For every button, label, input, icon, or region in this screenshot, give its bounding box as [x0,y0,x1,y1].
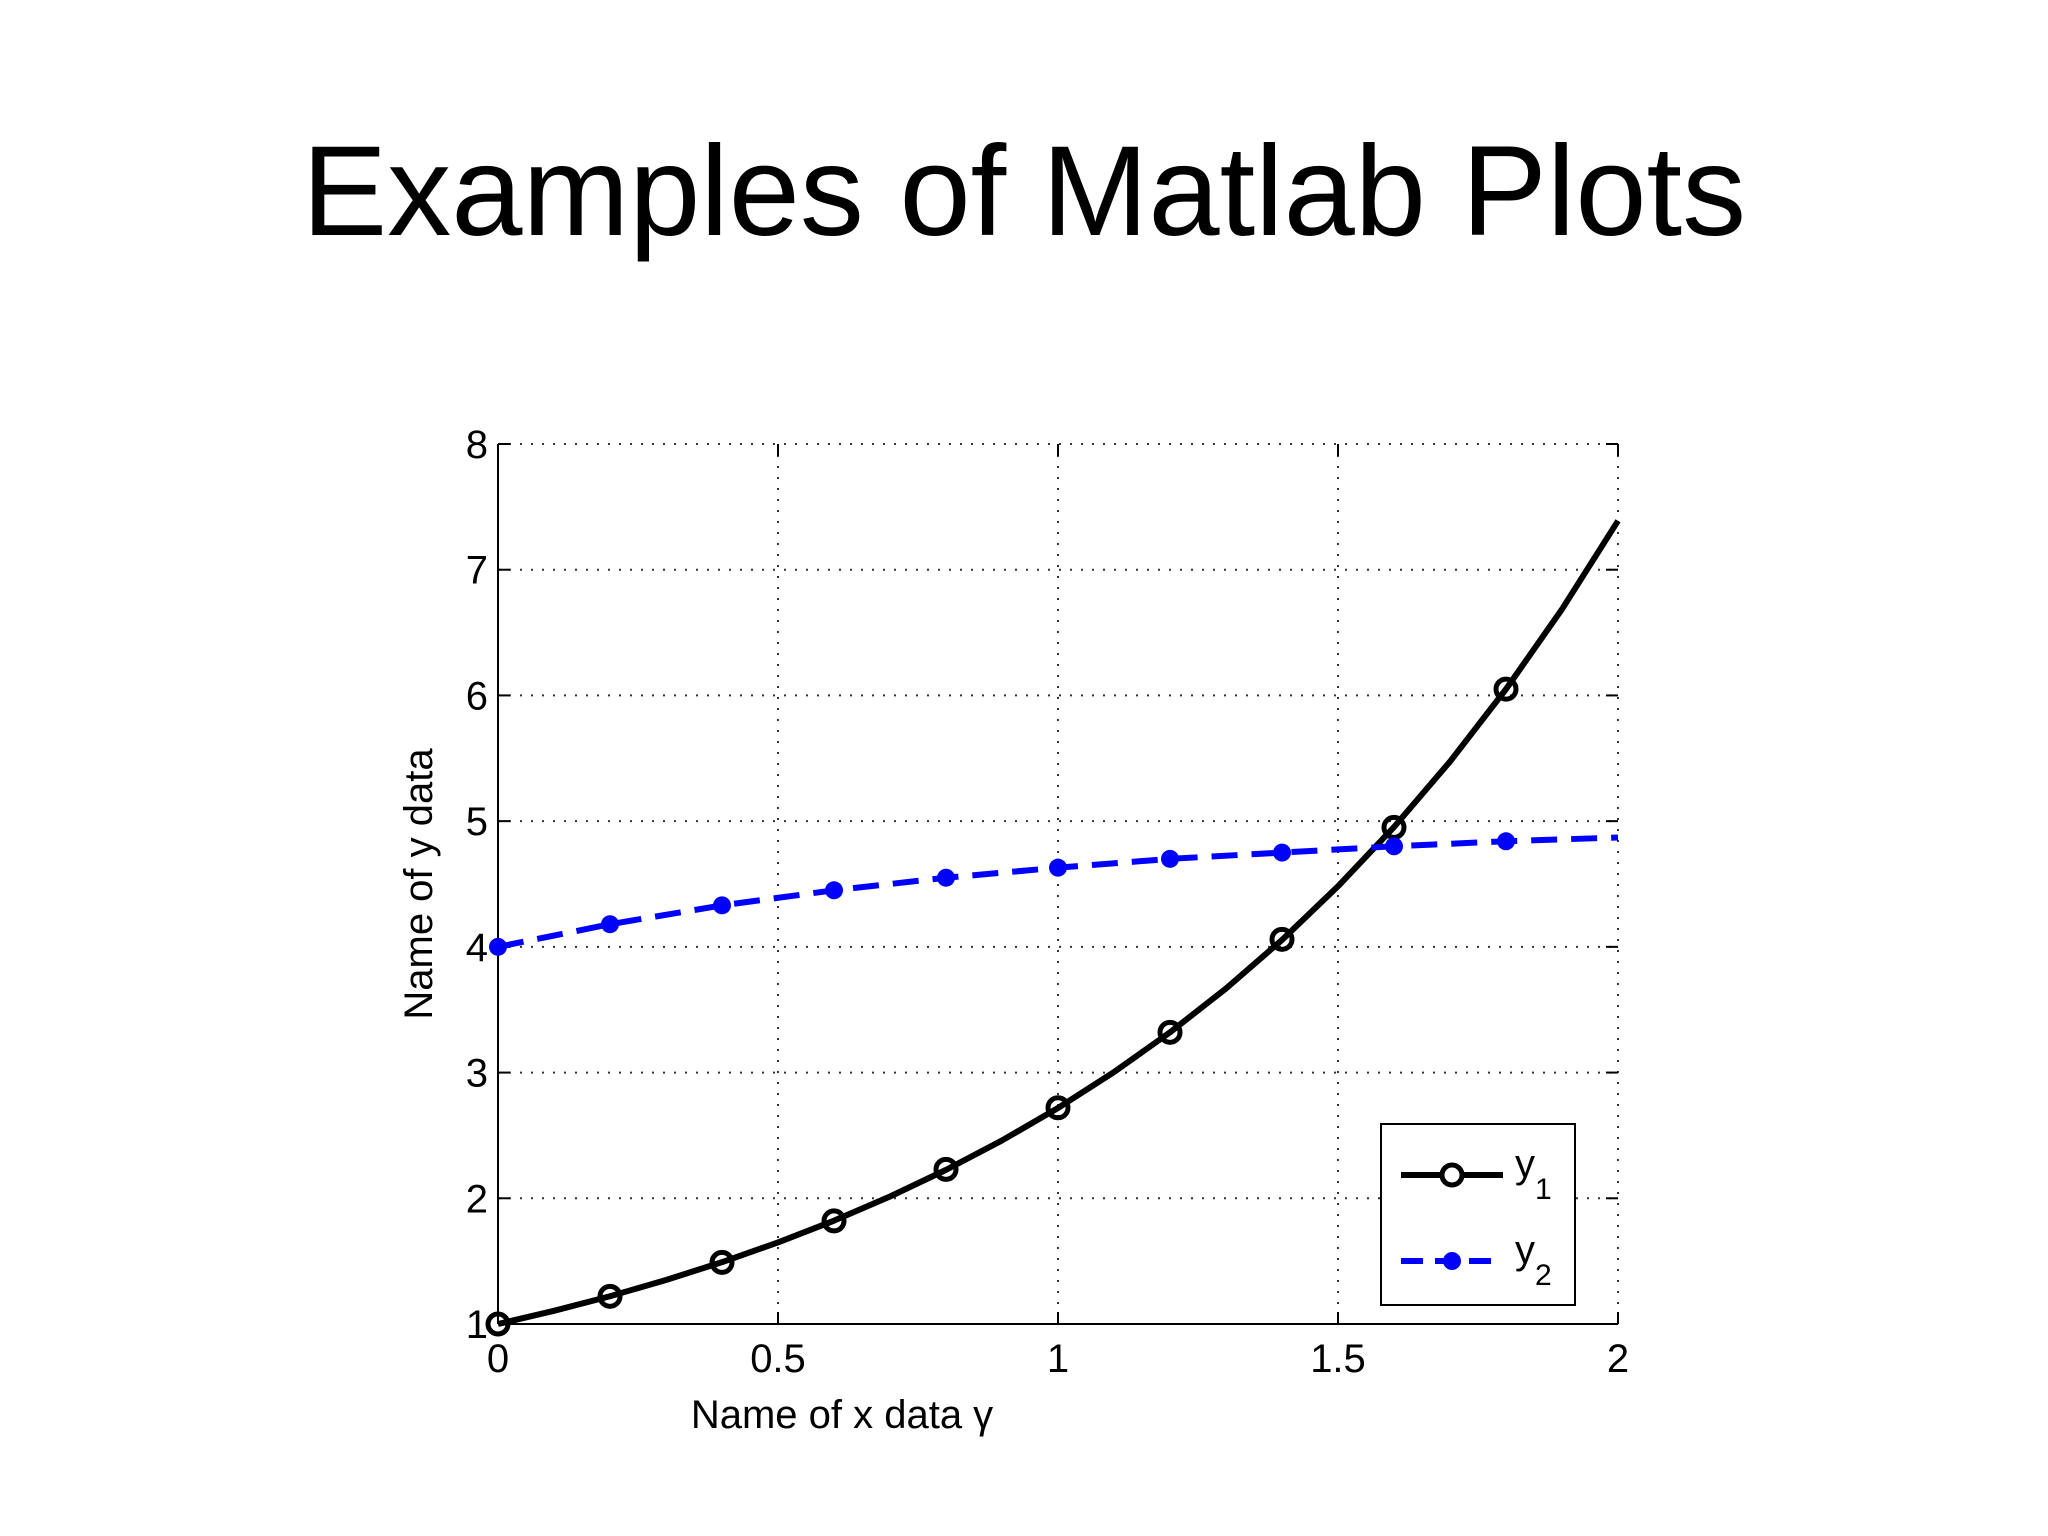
x-tick-label: 1.5 [1310,1337,1366,1381]
series-1-point [597,1283,623,1309]
series-1-point [933,1156,959,1182]
series-1-point [485,1311,511,1337]
series-1-point [821,1208,847,1234]
x-tick-label: 2 [1607,1337,1629,1381]
series-2-point [825,881,843,900]
series-2 [489,832,1619,956]
tick-marks [497,443,1619,1325]
tick-labels: 0 0.5 1 1.5 2 1 2 3 4 5 6 7 8 [466,423,1629,1381]
series-2-point [713,896,731,915]
x-tick-label: 0.5 [750,1337,806,1381]
y-tick-label: 7 [466,549,488,593]
series-2-point [489,937,507,956]
legend-box [1380,1123,1576,1306]
x-tick-label: 0 [487,1337,509,1381]
y-tick-label: 4 [466,926,488,970]
series-layer [485,519,1621,1337]
y-tick-label: 1 [466,1303,488,1347]
series-2-point [1385,837,1403,856]
y-tick-label: 8 [466,423,488,467]
x-tick-label: 1 [1047,1337,1069,1381]
series-2-point [601,915,619,934]
x-axis-label: Name of x data γ [691,1393,993,1437]
series-1-point [709,1249,735,1275]
legend-marker-1 [1439,1162,1465,1188]
y-tick-label: 5 [466,800,488,844]
legend-marker-2 [1443,1252,1461,1270]
series-2-point [1273,843,1291,862]
series-2-point [937,868,955,887]
series-1-point [1269,926,1295,952]
slide-title: Examples of Matlab Plots [301,120,1747,263]
series-2-point [1161,849,1179,868]
series-1-line [497,519,1621,1327]
series-1-point [1157,1019,1183,1045]
series-1-point [1045,1095,1071,1121]
y-axis-label: Name of y data [397,748,441,1020]
y-tick-label: 6 [466,674,488,718]
y-tick-label: 3 [466,1052,488,1096]
series-2-point [1049,858,1067,877]
y-tick-label: 2 [466,1177,488,1221]
series-1-point [1493,676,1519,702]
series-2-point [1497,832,1515,851]
